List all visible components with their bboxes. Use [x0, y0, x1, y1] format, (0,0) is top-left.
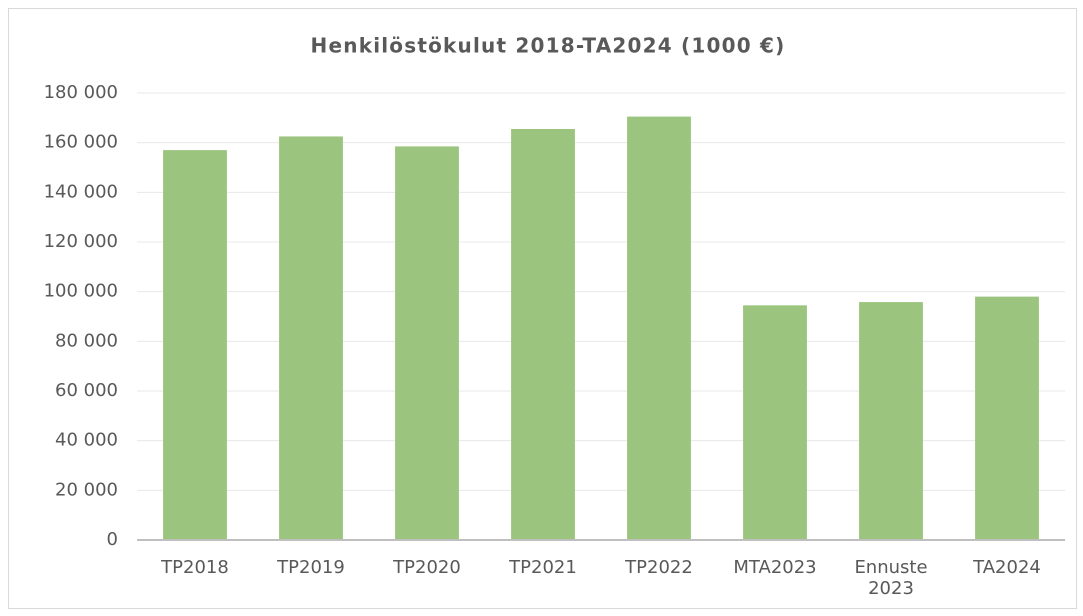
x-tick-label: TP2022 — [625, 557, 693, 578]
bar — [279, 136, 343, 541]
x-tick-label: TP2020 — [393, 557, 461, 578]
x-tick-label: MTA2023 — [733, 557, 817, 578]
bar — [975, 296, 1039, 540]
bar — [859, 302, 923, 540]
bar — [627, 116, 691, 540]
bar — [743, 305, 807, 540]
y-tick-label: 20 000 — [55, 479, 118, 500]
x-tick-label: TA2024 — [973, 557, 1041, 578]
y-tick-label: 140 000 — [44, 181, 118, 202]
y-tick-label: 0 — [107, 529, 118, 550]
bar — [511, 129, 575, 540]
x-tick-label: TP2021 — [509, 557, 577, 578]
y-tick-label: 80 000 — [55, 330, 118, 351]
y-tick-label: 120 000 — [44, 231, 118, 252]
chart-title: Henkilöstökulut 2018-TA2024 (1000 €) — [311, 34, 786, 58]
y-tick-label: 160 000 — [44, 132, 118, 153]
y-tick-label: 180 000 — [44, 82, 118, 103]
x-tick-label: Ennuste 2023 — [854, 557, 928, 599]
x-tick-label: TP2018 — [161, 557, 229, 578]
bar — [163, 150, 227, 540]
x-tick-label: TP2019 — [277, 557, 345, 578]
y-tick-label: 100 000 — [44, 281, 118, 302]
y-tick-label: 60 000 — [55, 380, 118, 401]
bar — [395, 146, 459, 540]
y-tick-label: 40 000 — [55, 430, 118, 451]
